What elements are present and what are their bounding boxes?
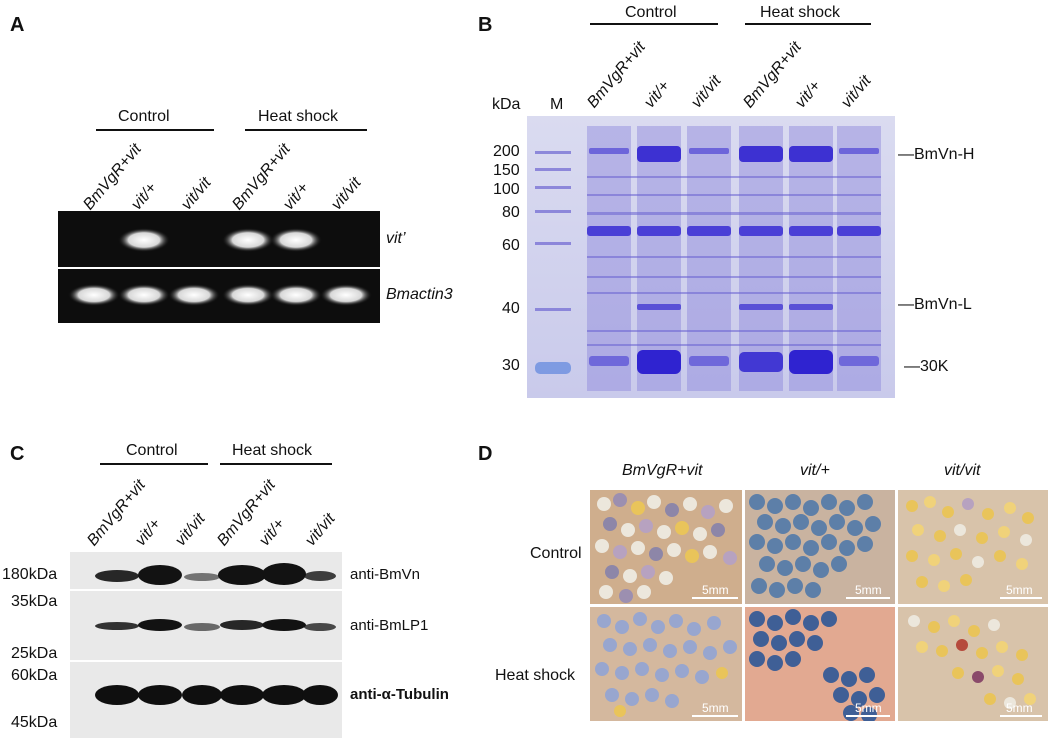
- panel-c-marker-180: 180kDa: [2, 566, 58, 583]
- scale-bar-6: [1000, 715, 1042, 717]
- panel-b-kda-label: kDa: [492, 96, 521, 113]
- panel-c-western-blot: [70, 552, 342, 738]
- panel-b-marker-80: 80: [502, 204, 520, 221]
- scale-bar-5: [846, 715, 890, 717]
- panel-d-label: D: [478, 443, 493, 465]
- panel-a-label: A: [10, 14, 25, 36]
- panel-c-marker-60: 60kDa: [11, 667, 58, 684]
- panel-b-coomassie-gel: [527, 116, 895, 398]
- panel-c-lane-6: vit/vit: [302, 510, 339, 550]
- panel-a-lane-2: vit/+: [128, 179, 161, 214]
- panel-b-lane-2: vit/+: [641, 77, 674, 112]
- scale-text-6: 5mm: [1006, 701, 1033, 715]
- panel-c-antibody-tubulin: anti-α-Tubulin: [350, 686, 449, 703]
- panel-d-photo-control-bmvgr: [590, 490, 742, 604]
- panel-b-lane-3: vit/vit: [688, 72, 725, 112]
- panel-b-annotation-vn-h: —BmVn-H: [898, 146, 975, 163]
- panel-d-photo-control-vit-hom: [898, 490, 1048, 604]
- panel-a-lane-3: vit/vit: [178, 174, 215, 214]
- panel-b-group-control: Control: [625, 4, 677, 21]
- panel-d-col-3: vit/vit: [944, 462, 981, 479]
- panel-a-band-actin: Bmactin3: [386, 286, 453, 303]
- panel-d-photo-heat-vit-hom: [898, 607, 1048, 721]
- scale-text-1: 5mm: [702, 583, 729, 597]
- panel-b-marker-60: 60: [502, 237, 520, 254]
- panel-c-lane-5: vit/+: [256, 515, 289, 550]
- scale-bar-1: [692, 597, 738, 599]
- panel-d-row-control: Control: [530, 545, 582, 562]
- panel-c-group-heat: Heat shock: [232, 442, 313, 459]
- panel-c-lane-3: vit/vit: [172, 510, 209, 550]
- scale-text-4: 5mm: [702, 701, 729, 715]
- scale-bar-4: [692, 715, 738, 717]
- panel-b-marker-200: 200: [493, 143, 520, 160]
- panel-b-marker-30: 30: [502, 357, 520, 374]
- panel-d-photo-heat-vit-het: [745, 607, 895, 721]
- panel-a-gel-vit: [58, 211, 380, 267]
- panel-b-marker-label: M: [550, 96, 564, 113]
- panel-a-lane-5: vit/+: [280, 179, 313, 214]
- scale-bar-3: [1000, 597, 1042, 599]
- panel-c-label: C: [10, 443, 25, 465]
- panel-b-lane-5: vit/+: [792, 77, 825, 112]
- panel-a-heat-line: [245, 129, 367, 131]
- panel-d-col-1: BmVgR+vit: [622, 462, 703, 479]
- panel-b-label: B: [478, 14, 493, 36]
- scale-text-2: 5mm: [855, 583, 882, 597]
- panel-d-photo-heat-bmvgr: [590, 607, 742, 721]
- panel-c-marker-35: 35kDa: [11, 593, 58, 610]
- panel-c-lane-2: vit/+: [132, 515, 165, 550]
- panel-a-group-heat: Heat shock: [258, 108, 339, 125]
- panel-c-antibody-bmlp1: anti-BmLP1: [350, 617, 429, 634]
- panel-b-heat-line: [745, 23, 871, 25]
- panel-b-marker-40: 40: [502, 300, 520, 317]
- panel-b-control-line: [590, 23, 718, 25]
- panel-d-photo-control-vit-het: [745, 490, 895, 604]
- panel-a-band-vit: vit’: [386, 230, 406, 247]
- panel-d-row-heat: Heat shock: [495, 667, 576, 684]
- panel-b-marker-150: 150: [493, 162, 520, 179]
- scale-text-5: 5mm: [855, 701, 882, 715]
- panel-b-marker-100: 100: [493, 181, 520, 198]
- panel-b-annotation-30k: —30K: [904, 358, 949, 375]
- panel-c-control-line: [100, 463, 208, 465]
- panel-d-col-2: vit/+: [800, 462, 830, 479]
- panel-c-marker-25: 25kDa: [11, 645, 58, 662]
- panel-a-lane-6: vit/vit: [328, 174, 365, 214]
- panel-c-marker-45: 45kDa: [11, 714, 58, 731]
- panel-a-group-control: Control: [118, 108, 170, 125]
- panel-c-heat-line: [220, 463, 332, 465]
- panel-b-group-heat: Heat shock: [760, 4, 841, 21]
- panel-b-lane-1: BmVgR+vit: [584, 38, 649, 112]
- scale-text-3: 5mm: [1006, 583, 1033, 597]
- panel-c-antibody-bmvn: anti-BmVn: [350, 566, 421, 583]
- scale-bar-2: [846, 597, 890, 599]
- panel-b-lane-6: vit/vit: [838, 72, 875, 112]
- panel-c-group-control: Control: [126, 442, 178, 459]
- panel-a-gel-actin: [58, 269, 380, 323]
- panel-b-annotation-vn-l: —BmVn-L: [898, 296, 972, 313]
- panel-a-control-line: [96, 129, 214, 131]
